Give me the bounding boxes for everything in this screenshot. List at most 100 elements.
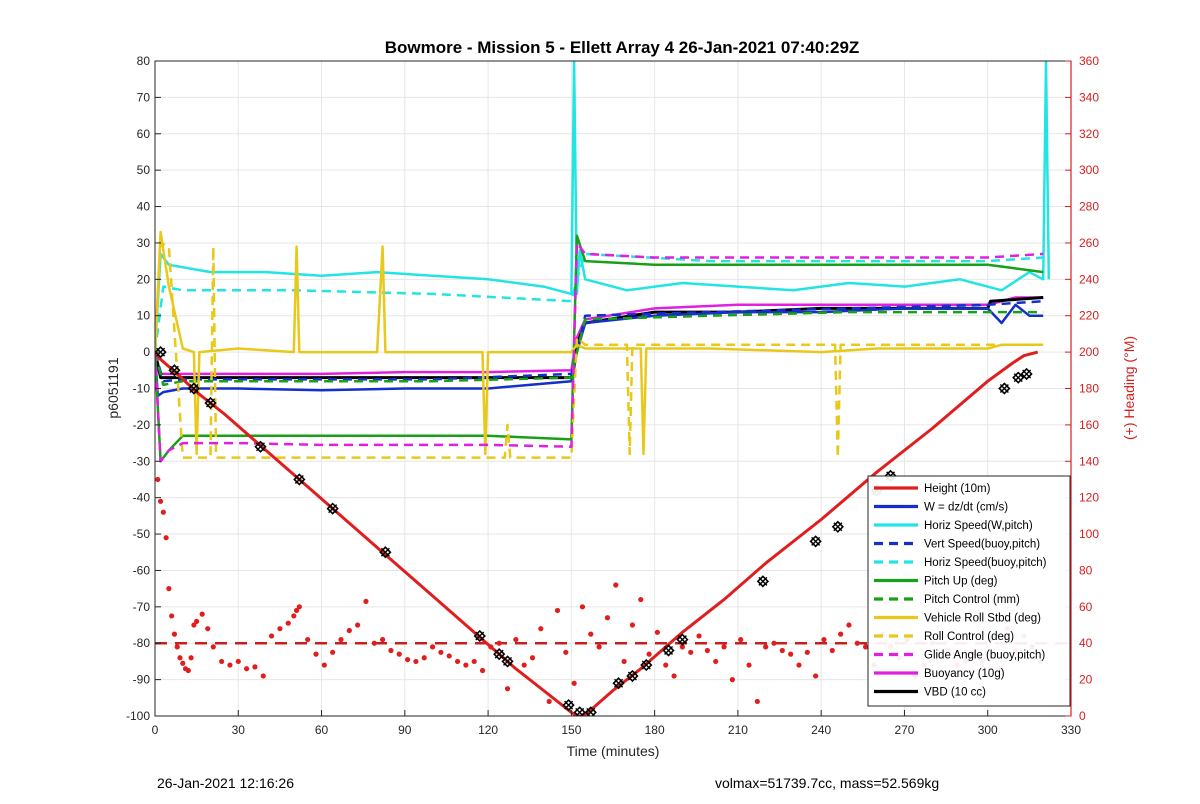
heading-point <box>638 596 644 603</box>
heading-point <box>177 655 183 661</box>
y-right-tick-label: 240 <box>1079 272 1099 286</box>
y-right-tick-label: 280 <box>1079 200 1099 214</box>
heading-point <box>554 607 561 614</box>
heading-point <box>513 636 519 643</box>
x-tick-label: 150 <box>561 723 581 737</box>
heading-point <box>604 615 611 621</box>
heading-point <box>588 631 594 637</box>
heading-point <box>771 640 777 646</box>
x-axis-label: Time (minutes) <box>567 743 660 759</box>
legend-entry: Horiz Speed(W,pitch) <box>874 520 1033 532</box>
heading-point <box>596 644 602 650</box>
chart-title: Bowmore - Mission 5 - Ellett Array 4 26-… <box>385 38 860 57</box>
heading-point <box>169 613 175 619</box>
height-marker <box>187 382 200 395</box>
x-tick-label: 240 <box>811 723 831 737</box>
footer-volmax-mass: volmax=51739.7cc, mass=52.569kg <box>715 775 939 791</box>
height-marker <box>562 698 575 712</box>
heading-point <box>157 498 164 504</box>
series-horiz-speed-buoy-pitch <box>155 252 1044 353</box>
legend-box <box>867 475 1071 707</box>
height-marker <box>379 546 392 559</box>
y-right-tick-label: 60 <box>1079 600 1093 614</box>
heading-point <box>180 660 186 666</box>
heading-point <box>446 653 452 659</box>
heading-point <box>679 644 685 650</box>
y-tick-label: -30 <box>133 454 151 468</box>
height-marker <box>204 396 217 410</box>
height-marker <box>676 633 689 646</box>
heading-point <box>663 662 669 668</box>
heading-point <box>252 664 258 670</box>
heading-point <box>291 613 297 619</box>
y-tick-label: 10 <box>137 309 151 323</box>
legend-label: Vehicle Roll Stbd (deg) <box>924 613 1041 625</box>
legend-label: Pitch Control (mm) <box>924 594 1020 606</box>
x-tick-label: 60 <box>315 723 329 737</box>
heading-point <box>746 662 752 668</box>
heading-point <box>429 644 436 650</box>
heading-point <box>185 667 191 674</box>
y-tick-label: -100 <box>126 709 150 723</box>
heading-point <box>621 658 627 665</box>
heading-point <box>346 627 352 634</box>
heading-point <box>363 598 369 604</box>
y-tick-label: 40 <box>137 200 151 214</box>
heading-point <box>454 658 461 665</box>
height-marker <box>501 655 514 668</box>
y-tick-label: 20 <box>137 272 151 286</box>
heading-point <box>210 644 216 650</box>
y-tick-label: 80 <box>137 54 151 68</box>
heading-point <box>862 644 869 650</box>
heading-point <box>199 611 205 617</box>
heading-point <box>804 649 810 655</box>
heading-point <box>463 662 469 668</box>
heading-point <box>205 626 211 632</box>
x-tick-label: 300 <box>978 723 998 737</box>
heading-point <box>813 673 819 679</box>
heading-point <box>696 633 702 639</box>
y-tick-label: -80 <box>133 636 151 650</box>
heading-point <box>330 649 336 655</box>
heading-point <box>688 649 694 655</box>
y-right-tick-label: 300 <box>1079 163 1099 177</box>
heading-point <box>404 656 411 663</box>
x-tick-label: 210 <box>728 723 748 737</box>
y-tick-label: -10 <box>133 382 151 396</box>
heading-point <box>296 604 302 610</box>
heading-point <box>338 636 344 643</box>
heading-point <box>838 631 844 637</box>
heading-point <box>504 686 511 692</box>
y-right-tick-label: 0 <box>1079 709 1086 723</box>
heading-point <box>471 658 477 665</box>
legend-entry: Height (10m) <box>874 483 991 495</box>
height-marker <box>293 473 306 486</box>
heading-point <box>293 607 300 614</box>
heading-point <box>479 667 486 674</box>
legend-entry: VBD (10 cc) <box>874 687 986 699</box>
series-vehicle-roll-stbd-deg <box>155 230 1044 456</box>
heading-point <box>313 651 319 657</box>
y-tick-label: -70 <box>133 600 151 614</box>
heading-point <box>421 655 427 661</box>
legend-label: Pitch Up (deg) <box>924 576 998 588</box>
heading-point <box>579 604 586 610</box>
heading-point <box>654 629 661 635</box>
heading-point <box>188 655 194 661</box>
heading-point <box>388 647 394 654</box>
heading-point <box>846 622 852 628</box>
legend: Height (10m) W = dz/dt (cm/s) Horiz Speed(… <box>867 475 1071 707</box>
y-tick-label: 30 <box>137 236 151 250</box>
legend-label: Roll Control (deg) <box>924 631 1014 643</box>
y-tick-label: -90 <box>133 673 151 687</box>
heading-point <box>305 636 311 643</box>
legend-entry: Glide Angle (buoy,pitch) <box>874 650 1045 662</box>
heading-point <box>413 658 419 665</box>
x-axis: 0 30 60 90 120 150 180 210 240 270 300 330 <box>152 710 1081 737</box>
height-marker <box>326 502 339 515</box>
heading-point <box>244 666 250 672</box>
x-tick-label: 330 <box>1061 723 1081 737</box>
heading-point <box>704 647 710 654</box>
